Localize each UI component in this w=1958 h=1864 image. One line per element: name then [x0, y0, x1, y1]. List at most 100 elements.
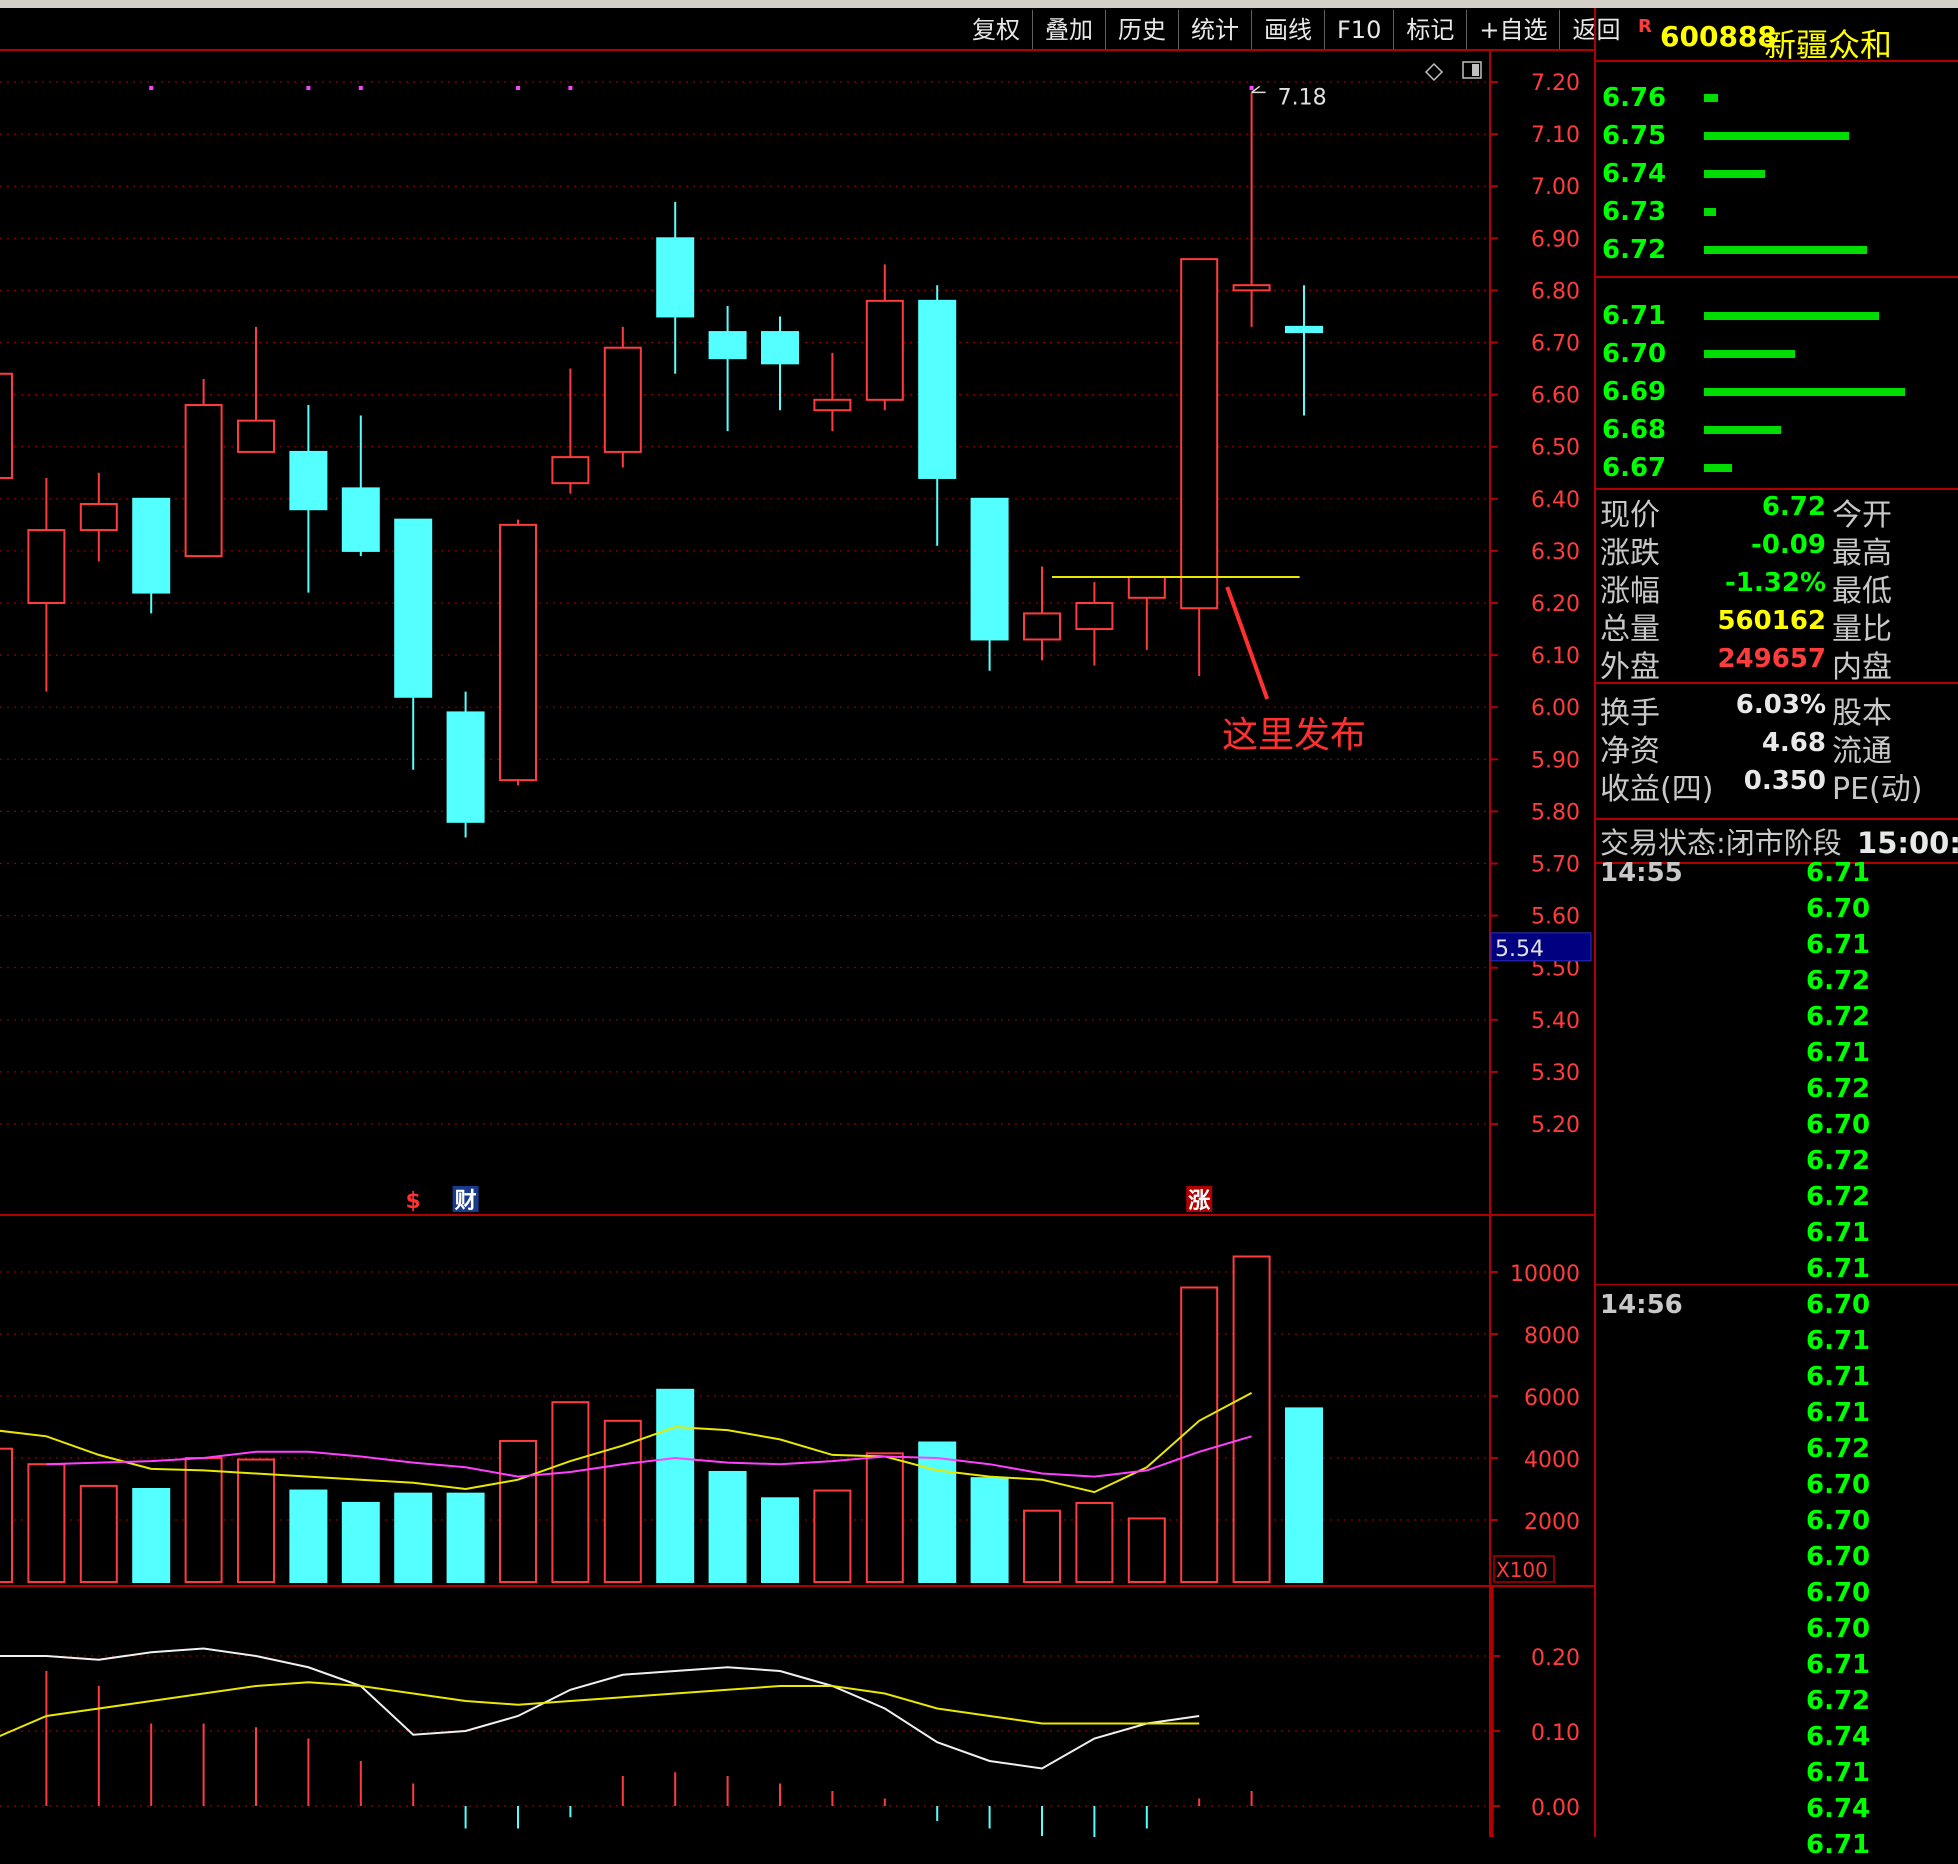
volume-bar-7 — [289, 1489, 328, 1584]
toolbar-back-button[interactable]: 返回 — [1559, 10, 1632, 50]
macd-tick-label-0.00: 0.00 — [1531, 1796, 1580, 1821]
buy-row-3: 6.69 — [1596, 375, 1958, 413]
buy-row-1: 6.71 — [1596, 299, 1958, 337]
toolbar-add-watch-button[interactable]: +自选 — [1466, 10, 1559, 50]
tick-price-5: 6.72 — [1806, 1002, 1871, 1032]
quote-sidebar: R 600888 新疆众和 6.76 6.75 6.74 6.73 6.72 6.71 6.… — [1594, 8, 1958, 1860]
window-title-bar — [0, 0, 1958, 8]
price-tick-label-6.60: 6.60 — [1531, 384, 1580, 409]
tick-price-26: 6.71 — [1806, 1758, 1871, 1788]
tick-price-19: 6.70 — [1806, 1506, 1871, 1536]
quote-value-2: -0.09 — [1751, 530, 1826, 560]
stock-flag: R — [1638, 16, 1652, 37]
quote-row-8: 收益(四) 0.350 PE(动) — [1596, 764, 1958, 807]
tick-row-4: 6.72 — [1596, 964, 1958, 1000]
candle-body-10 — [446, 711, 485, 823]
tick-row-1: 14:55 6.71 — [1596, 856, 1958, 892]
volume-tick-label-6000: 6000 — [1524, 1386, 1580, 1411]
candle-body-1 — [0, 372, 13, 479]
price-tick-label-5.30: 5.30 — [1531, 1061, 1580, 1086]
tick-row-8: 6.70 — [1596, 1108, 1958, 1144]
toolbar-fuquan-button[interactable]: 复权 — [972, 16, 1020, 44]
kline-chart[interactable]: 7.20 7.10 7.00 6.90 6.80 6.70 6.60 6.50 6.40 6.30… — [0, 0, 1594, 1837]
sell-row-1: 6.76 — [1596, 81, 1958, 119]
status-divider-bottom — [1596, 862, 1958, 864]
event-marker-1: $ — [406, 1189, 421, 1214]
tick-row-16: 6.71 — [1596, 1396, 1958, 1432]
tick-price-15: 6.71 — [1806, 1362, 1871, 1392]
volume-bar-21 — [1023, 1509, 1061, 1583]
volume-tick-label-4000: 4000 — [1524, 1448, 1580, 1473]
toolbar-stats-button[interactable]: 统计 — [1178, 10, 1251, 50]
tick-row-26: 6.71 — [1596, 1756, 1958, 1792]
stock-code: 600888 — [1660, 20, 1777, 53]
quote-label2-8: PE(动) — [1832, 772, 1923, 807]
sell-row-3: 6.74 — [1596, 157, 1958, 195]
macd-tick-label-0.10: 0.10 — [1531, 1721, 1580, 1746]
price-tick-label-6.10: 6.10 — [1531, 644, 1580, 669]
price-tick-label-6.20: 6.20 — [1531, 592, 1580, 617]
tick-row-25: 6.74 — [1596, 1720, 1958, 1756]
quote-row-2: 涨跌 -0.09 最高 — [1596, 528, 1958, 571]
quote-value-6: 6.03% — [1735, 690, 1826, 720]
tick-row-10: 6.72 — [1596, 1180, 1958, 1216]
quote-label2-2: 最高 — [1832, 536, 1892, 571]
quote-label-4: 总量 — [1600, 612, 1660, 647]
toolbar-f10-button[interactable]: F10 — [1324, 10, 1393, 50]
sell-volume-bar-2 — [1704, 132, 1849, 140]
tick-row-19: 6.70 — [1596, 1504, 1958, 1540]
quote-divider — [1596, 682, 1958, 684]
panel-toggle-icon — [1462, 61, 1482, 79]
quote-label-5: 外盘 — [1600, 650, 1660, 685]
buy-volume-bar-5 — [1704, 464, 1732, 472]
quote-label2-6: 股本 — [1832, 696, 1892, 731]
candle-body-6 — [237, 419, 275, 453]
tick-row-5: 6.72 — [1596, 1000, 1958, 1036]
quote-label2-5: 内盘 — [1832, 650, 1892, 685]
tick-price-22: 6.70 — [1806, 1614, 1871, 1644]
quote-row-1: 现价 6.72 今开 — [1596, 490, 1958, 533]
sell-row-4: 6.73 — [1596, 195, 1958, 233]
candle-body-18 — [865, 299, 904, 401]
tick-price-2: 6.70 — [1806, 894, 1871, 924]
event-marker-3: 涨 — [1188, 1189, 1210, 1214]
toolbar-overlay-button[interactable]: 叠加 — [1032, 10, 1105, 50]
candle-body-14 — [656, 237, 695, 318]
price-tick-label-7.10: 7.10 — [1531, 123, 1580, 148]
toolbar-draw-button[interactable]: 画线 — [1251, 10, 1324, 50]
quote-label-7: 净资 — [1600, 734, 1660, 769]
quote-label-6: 换手 — [1600, 696, 1660, 731]
tick-row-12: 6.71 — [1596, 1252, 1958, 1288]
tick-price-7: 6.72 — [1806, 1074, 1871, 1104]
candle-body-25 — [1232, 284, 1271, 292]
toolbar-history-button[interactable]: 历史 — [1105, 10, 1178, 50]
quote-value-3: -1.32% — [1725, 568, 1826, 598]
volume-bar-10 — [446, 1492, 485, 1584]
quote-value-5: 249657 — [1717, 644, 1826, 674]
orderbook-bottom-divider — [1596, 488, 1958, 490]
buy-volume-bar-2 — [1704, 350, 1795, 358]
tick-row-9: 6.72 — [1596, 1144, 1958, 1180]
candle-body-17 — [813, 398, 852, 412]
quote-label2-4: 量比 — [1832, 612, 1892, 647]
trade-status-value: 闭市阶段 — [1725, 826, 1842, 860]
volume-bar-2 — [27, 1463, 66, 1583]
toolbar-mark-button[interactable]: 标记 — [1393, 10, 1466, 50]
signal-dot-4 — [516, 86, 520, 90]
sell-row-5: 6.72 — [1596, 233, 1958, 271]
volume-bar-16 — [761, 1497, 799, 1584]
candle-body-23 — [1127, 575, 1166, 599]
tick-row-20: 6.70 — [1596, 1540, 1958, 1576]
buy-row-4: 6.68 — [1596, 413, 1958, 451]
volume-bar-26 — [1285, 1407, 1323, 1584]
chart-toolbar: 复权 叠加 历史 统计 画线 F10 标记 +自选 返回 — [960, 10, 1632, 50]
tick-row-22: 6.70 — [1596, 1612, 1958, 1648]
tick-row-24: 6.72 — [1596, 1684, 1958, 1720]
price-tick-label-6.70: 6.70 — [1531, 332, 1580, 357]
sell-price-1: 6.76 — [1602, 83, 1667, 113]
price-tick-label-7.20: 7.20 — [1531, 71, 1580, 96]
tick-price-20: 6.70 — [1806, 1542, 1871, 1572]
volume-bar-4 — [132, 1488, 171, 1583]
tick-price-28: 6.71 — [1806, 1830, 1871, 1860]
status-divider-top — [1596, 818, 1958, 820]
